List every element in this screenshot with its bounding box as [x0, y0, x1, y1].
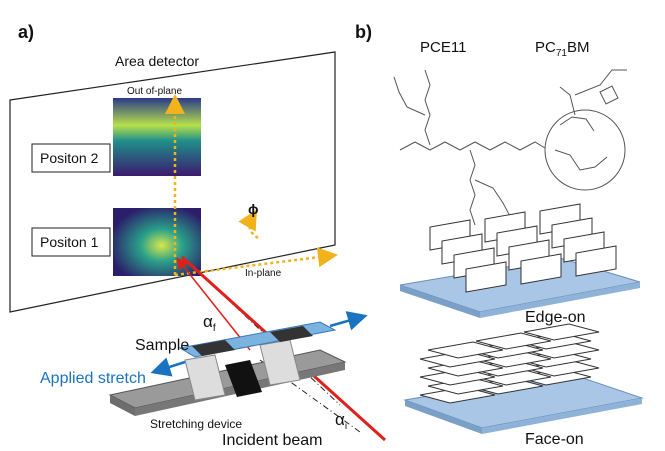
panel-label: b)	[355, 22, 372, 42]
heatmap-1	[113, 208, 201, 276]
phenyl	[600, 86, 618, 104]
subscript: i	[345, 421, 347, 432]
device-label: Stretching device	[150, 417, 242, 431]
sample-label: Sample	[135, 337, 189, 354]
text: BM	[567, 39, 590, 56]
face-on-stack	[405, 324, 642, 434]
symbol: α	[203, 312, 213, 331]
symbol: α	[335, 410, 345, 429]
text: PC	[535, 39, 556, 56]
fullerene-label: PC71BM	[535, 39, 589, 59]
page: a) Area detector Out of-plane Positon 2 …	[0, 0, 665, 451]
position-label: Positon 2	[40, 150, 99, 166]
subscript: 71	[556, 48, 568, 59]
fullerene-structure	[555, 70, 627, 170]
subscript: f	[213, 323, 216, 334]
detector-label: Area detector	[115, 53, 199, 69]
out-of-plane-label: Out of-plane	[127, 86, 182, 97]
polymer-structure	[394, 70, 545, 225]
phi-label: ϕ	[248, 201, 259, 217]
edge-on-label: Edge-on	[525, 309, 586, 326]
position-label: Positon 1	[40, 234, 99, 250]
panel-label: a)	[18, 22, 34, 42]
stretch-arrow	[160, 362, 185, 370]
fullerene-cage	[545, 110, 625, 190]
alpha-f: αf	[203, 312, 216, 334]
in-plane-label: In-plane	[245, 268, 282, 279]
stretch-label: Applied stretch	[40, 370, 146, 387]
face-on-label: Face-on	[525, 431, 584, 448]
heatmap-2	[113, 98, 201, 176]
figure: a) Area detector Out of-plane Positon 2 …	[0, 0, 665, 451]
stretch-arrow	[330, 318, 358, 326]
edge-on-stack	[400, 204, 640, 318]
beam-label: Incident beam	[222, 432, 323, 449]
alpha-i: αi	[335, 410, 347, 432]
polymer-label: PCE11	[420, 39, 466, 56]
